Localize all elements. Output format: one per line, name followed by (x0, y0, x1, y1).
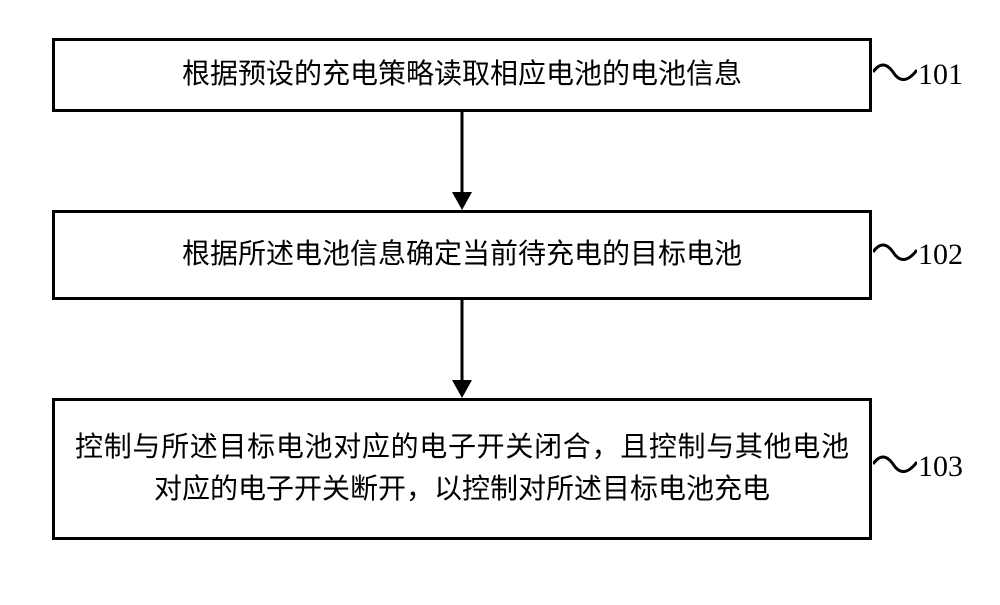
flow-step-3-text: 控制与所述目标电池对应的电子开关闭合，且控制与其他电池对应的电子开关断开，以控制… (75, 427, 849, 511)
flow-step-1-label: 101 (918, 58, 963, 92)
flow-step-1: 根据预设的充电策略读取相应电池的电池信息 (52, 38, 872, 112)
connector-squiggle-3 (873, 452, 917, 482)
connector-squiggle-1 (873, 60, 917, 90)
connector-squiggle-2 (873, 240, 917, 270)
flow-step-3: 控制与所述目标电池对应的电子开关闭合，且控制与其他电池对应的电子开关断开，以控制… (52, 398, 872, 540)
flow-step-2-label: 102 (918, 238, 963, 272)
flow-step-3-label: 103 (918, 450, 963, 484)
flow-step-2: 根据所述电池信息确定当前待充电的目标电池 (52, 210, 872, 300)
flow-step-2-text: 根据所述电池信息确定当前待充电的目标电池 (182, 234, 742, 276)
flow-step-1-text: 根据预设的充电策略读取相应电池的电池信息 (182, 54, 742, 96)
flowchart-canvas: 根据预设的充电策略读取相应电池的电池信息 101 根据所述电池信息确定当前待充电… (0, 0, 1000, 605)
